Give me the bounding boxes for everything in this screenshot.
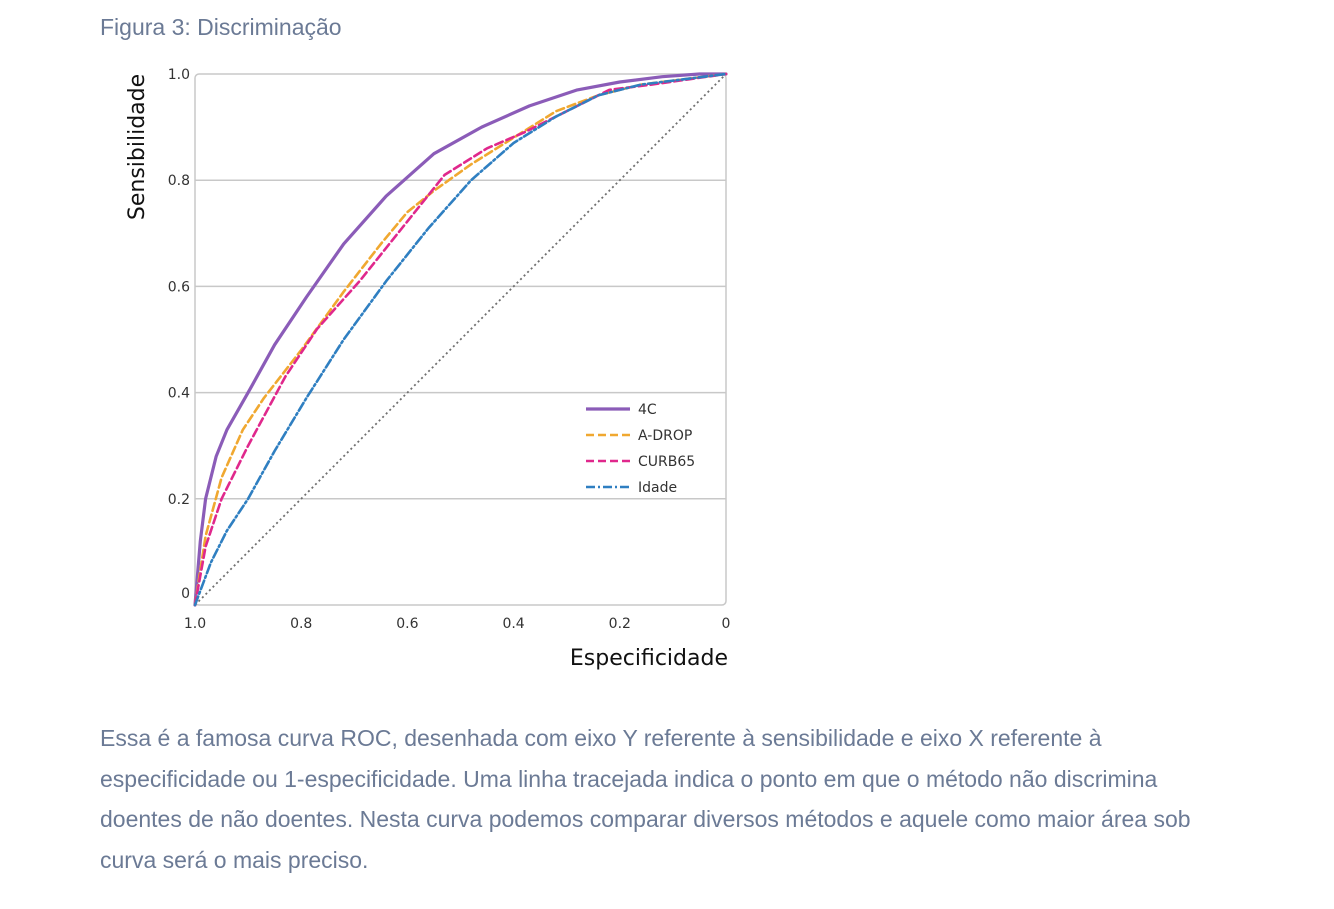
x-tick-label: 0.8 [290,616,312,632]
legend-label-curb65: CURB65 [638,454,695,470]
series-line-4c [193,72,728,607]
x-axis-label: Especificidade [570,646,728,671]
x-tick-label: 0.2 [609,616,631,632]
x-tick-label: 0.6 [396,616,418,632]
legend-label-idade: Idade [638,480,677,496]
y-axis-label: Sensibilidade [125,74,150,220]
legend-label-4c: 4C [638,402,657,418]
caption-line-1: Essa é a famosa curva ROC, desenhada com… [100,725,1102,751]
caption: Essa é a famosa curva ROC, desenhada com… [100,718,1300,880]
y-tick-label: 0.2 [168,492,190,508]
reference-diagonal [194,73,727,606]
roc-chart: 0 0.2 0.4 0.6 0.8 1.0 1.0 0.8 0.6 0.4 0.2 0 Sensibil… [125,67,731,671]
x-tick-label: 0.4 [502,616,524,632]
y-tick-label: 0 [181,586,190,602]
x-tick-label: 0 [722,616,731,632]
y-tick-label: 1.0 [168,67,190,83]
caption-line-4: curva será o mais preciso. [100,846,369,873]
legend-label-a-drop: A-DROP [638,428,692,444]
series-line-idade [193,72,728,607]
caption-line-3: doentes de não doentes. Nesta curva pode… [100,806,1191,832]
caption-line-2: especificidade ou 1-especificidade. Uma … [100,765,1158,792]
y-tick-label: 0.6 [168,279,190,295]
y-tick-label: 0.8 [168,173,190,189]
y-tick-label: 0.4 [168,386,190,402]
x-tick-label: 1.0 [184,616,206,632]
figure-title: Figura 3: Discriminação [100,14,342,40]
